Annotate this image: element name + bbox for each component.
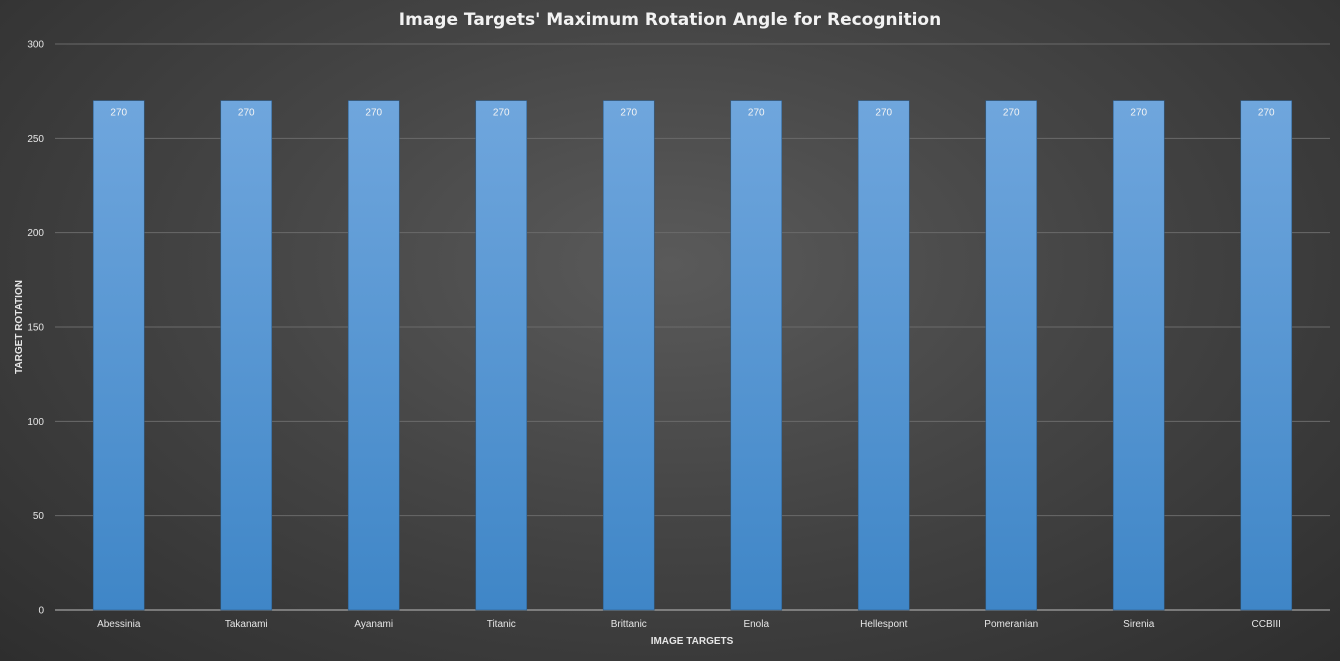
- y-tick-label: 50: [33, 511, 45, 522]
- data-label: 270: [365, 108, 382, 119]
- x-tick-label: Hellespont: [860, 619, 907, 630]
- x-tick-label: CCBIII: [1252, 619, 1281, 630]
- x-tick-label: Enola: [743, 619, 769, 630]
- y-tick-label: 200: [27, 228, 44, 239]
- data-label: 270: [1258, 108, 1275, 119]
- bar: [475, 100, 528, 611]
- bar: [730, 100, 783, 611]
- bars: 270 270 270 270 270 270 270 270 270 270: [92, 100, 1293, 611]
- x-tick-label: Pomeranian: [984, 619, 1038, 630]
- bar: [602, 100, 655, 611]
- x-axis-ticks: Abessinia Takanami Ayanami Titanic Brittanic…: [97, 619, 1281, 630]
- y-tick-label: 150: [27, 323, 44, 334]
- data-label: 270: [493, 108, 510, 119]
- bar: [857, 100, 910, 611]
- bar: [1112, 100, 1165, 611]
- bar: [1240, 100, 1293, 611]
- data-label: 270: [875, 108, 892, 119]
- x-tick-label: Titanic: [487, 619, 516, 630]
- bar: [92, 100, 145, 611]
- data-label: 270: [238, 108, 255, 119]
- x-tick-label: Sirenia: [1123, 619, 1155, 630]
- data-label: 270: [1003, 108, 1020, 119]
- y-tick-label: 100: [27, 417, 44, 428]
- chart-title: Image Targets' Maximum Rotation Angle fo…: [399, 10, 941, 30]
- y-tick-label: 250: [27, 134, 44, 145]
- data-label: 270: [620, 108, 637, 119]
- bar: [347, 100, 400, 611]
- y-tick-label: 300: [27, 40, 44, 51]
- data-label: 270: [1130, 108, 1147, 119]
- y-tick-label: 0: [38, 606, 44, 617]
- bar: [985, 100, 1038, 611]
- x-tick-label: Takanami: [225, 619, 268, 630]
- x-tick-label: Ayanami: [354, 619, 393, 630]
- y-axis-ticks: 0 50 100 150 200 250 300: [27, 40, 44, 617]
- x-tick-label: Abessinia: [97, 619, 141, 630]
- x-tick-label: Brittanic: [611, 619, 647, 630]
- y-axis-label: TARGET ROTATION: [14, 280, 25, 374]
- bar: [220, 100, 273, 611]
- x-axis-label: IMAGE TARGETS: [651, 636, 734, 647]
- data-label: 270: [748, 108, 765, 119]
- data-label: 270: [110, 108, 127, 119]
